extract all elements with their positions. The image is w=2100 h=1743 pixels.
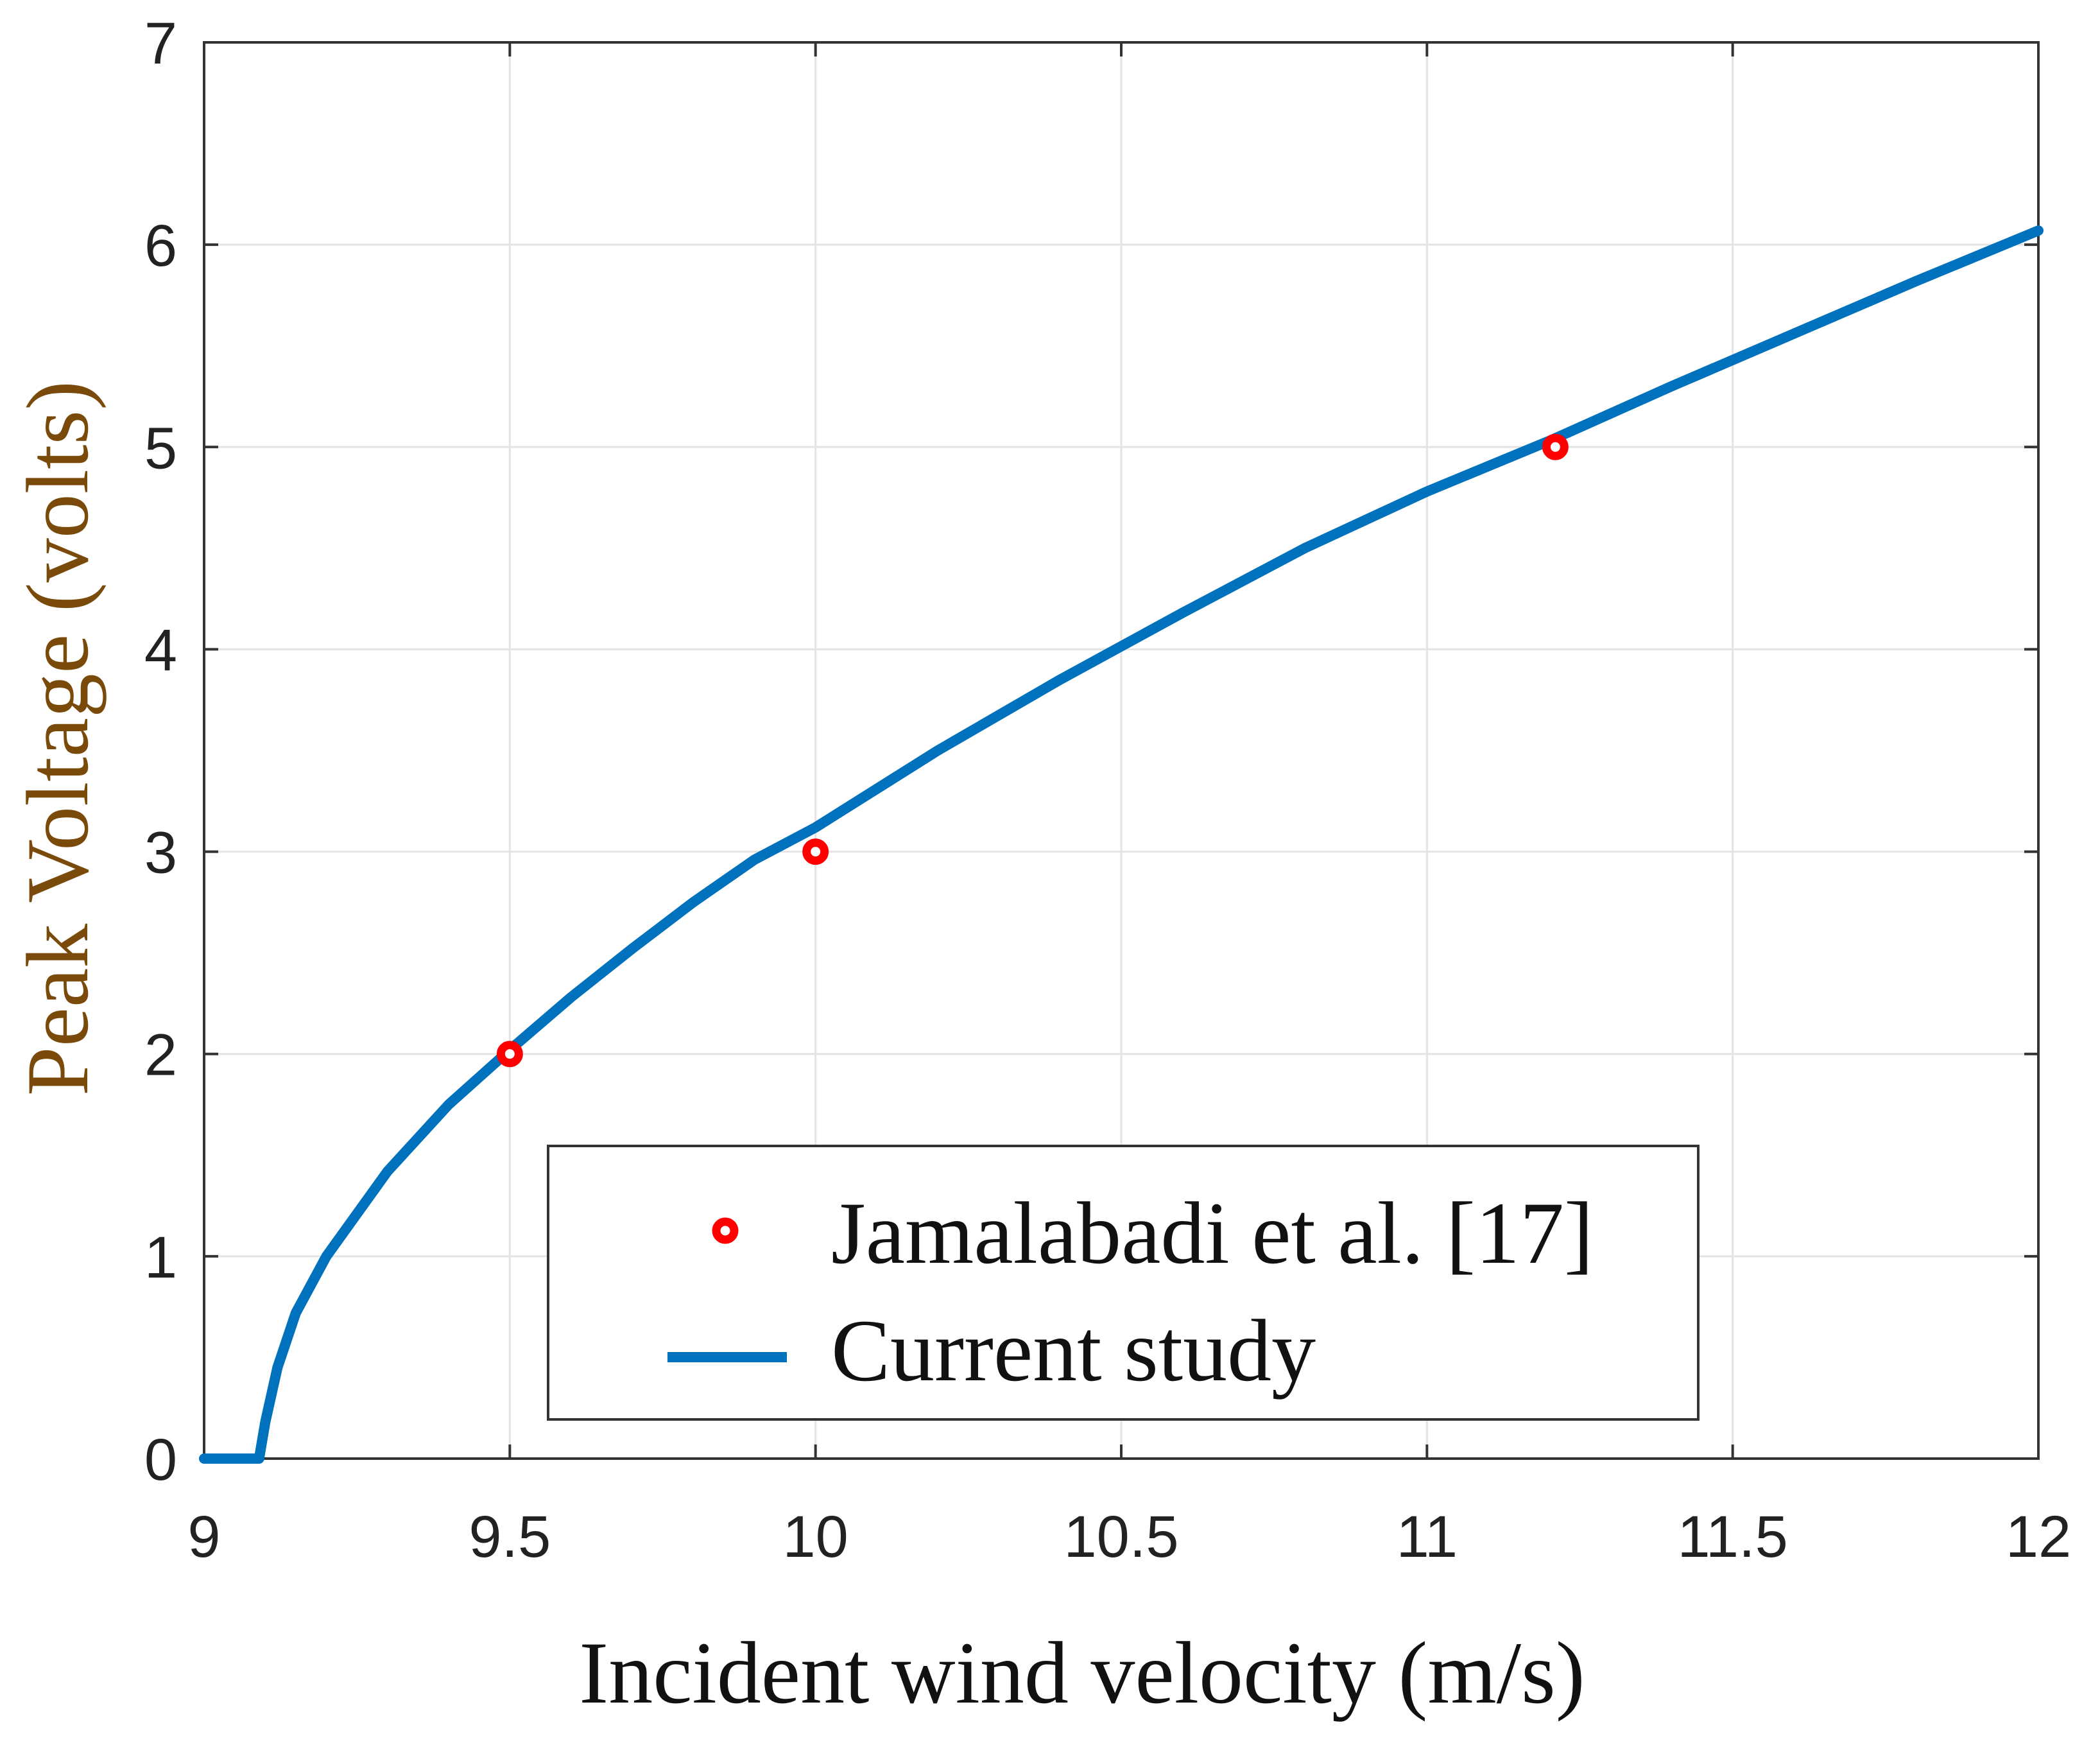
legend-label-current-study: Current study <box>831 1301 1316 1400</box>
x-tick-label-6: 12 <box>2006 1504 2071 1570</box>
x-tick-label-5: 11.5 <box>1678 1504 1788 1570</box>
y-tick-label-1: 1 <box>144 1225 177 1290</box>
y-tick-labels: 0 1 2 3 4 5 6 7 <box>144 11 177 1493</box>
x-axis-label: Incident wind velocity (m/s) <box>579 1624 1585 1722</box>
scatter-point-2 <box>1542 433 1569 460</box>
y-tick-label-5: 5 <box>144 415 177 481</box>
x-tick-label-4: 11 <box>1397 1504 1458 1570</box>
legend: Jamalabadi et al. [17] Current study <box>547 1145 1700 1421</box>
scatter-point-1 <box>802 838 829 865</box>
legend-marker-jamalabadi <box>712 1217 739 1244</box>
legend-label-jamalabadi: Jamalabadi et al. [17] <box>831 1184 1594 1282</box>
scatter-points <box>496 433 1569 1068</box>
x-tick-labels: 9 9.5 10 10.5 11 11.5 12 <box>187 1504 2071 1570</box>
scatter-point-0 <box>496 1041 523 1068</box>
y-tick-label-7: 7 <box>144 11 177 76</box>
x-tick-label-3: 10.5 <box>1063 1504 1178 1570</box>
x-tick-label-2: 10 <box>782 1504 848 1570</box>
y-tick-label-0: 0 <box>144 1427 177 1493</box>
y-tick-label-3: 3 <box>144 820 177 886</box>
y-tick-label-4: 4 <box>144 618 177 683</box>
y-axis-label: Peak Voltage (volts) <box>8 381 107 1096</box>
y-tick-label-6: 6 <box>144 213 177 279</box>
y-tick-label-2: 2 <box>144 1023 177 1088</box>
x-tick-label-0: 9 <box>187 1504 220 1570</box>
grid-lines <box>203 41 2040 1460</box>
x-tick-label-1: 9.5 <box>469 1504 551 1570</box>
legend-box <box>547 1145 1700 1421</box>
